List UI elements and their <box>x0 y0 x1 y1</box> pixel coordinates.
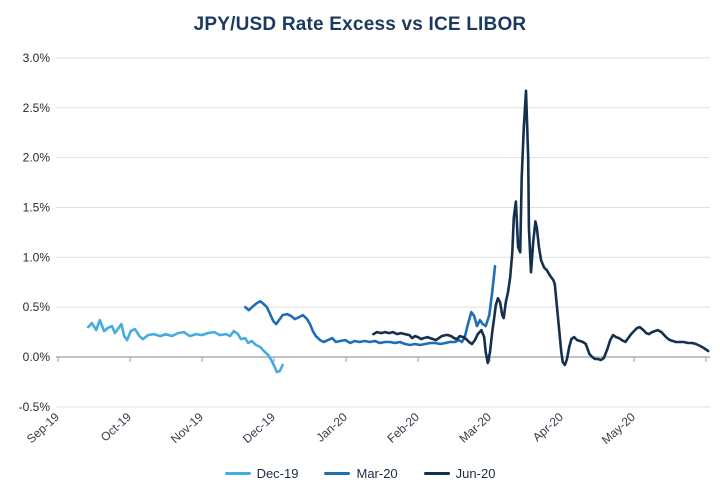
legend-line-swatch-dec19 <box>224 472 251 475</box>
legend-item-jun20: Jun-20 <box>423 466 496 481</box>
x-tick-label: Oct-19 <box>98 410 134 445</box>
legend-item-mar20: Mar-20 <box>324 466 398 481</box>
x-tick-label: Feb-20 <box>384 410 422 446</box>
legend-label-mar20: Mar-20 <box>356 466 398 481</box>
series-line-dec-19 <box>86 318 284 374</box>
y-tick-label: 1.0% <box>23 250 51 264</box>
x-tick-label: Dec-19 <box>240 410 278 447</box>
y-tick-label: 2.0% <box>23 151 51 165</box>
y-tick-label: 0.5% <box>23 300 51 314</box>
legend-item-dec19: Dec-19 <box>224 466 299 481</box>
legend-line-swatch-mar20 <box>324 472 351 475</box>
line-chart-plot-area: 3.0% 2.5% 2.0% 1.5% 1.0% 0.5% 0.0% -0.5%Sep-19 O… <box>19 51 710 447</box>
x-tick-label: Jan-20 <box>313 410 350 445</box>
chart-legend: Dec-19 Mar-20 Jun-20 <box>0 466 720 481</box>
x-tick-label: Nov-19 <box>168 410 206 447</box>
y-tick-label: 3.0% <box>23 51 51 65</box>
y-tick-label: 1.5% <box>23 200 51 214</box>
legend-label-jun20: Jun-20 <box>455 466 496 481</box>
x-tick-label: Apr-20 <box>530 410 566 445</box>
x-tick-label: May-20 <box>599 410 638 447</box>
chart-title: JPY/USD Rate Excess vs ICE LIBOR <box>193 14 527 35</box>
x-tick-label: Mar-20 <box>456 410 494 446</box>
legend-line-swatch-jun20 <box>423 472 450 475</box>
y-tick-label: -0.5% <box>19 400 51 414</box>
x-tick-label: Sep-19 <box>24 410 62 447</box>
y-tick-label: 0.0% <box>23 350 51 364</box>
y-tick-label: 2.5% <box>23 101 51 115</box>
series-line-jun-20 <box>372 89 710 367</box>
series-line-mar-20 <box>243 264 497 347</box>
legend-label-dec19: Dec-19 <box>256 466 299 481</box>
